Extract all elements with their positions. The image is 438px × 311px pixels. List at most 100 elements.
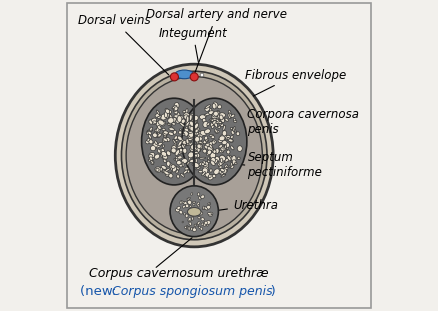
Ellipse shape [203, 206, 205, 210]
Text: Fibrous envelope: Fibrous envelope [245, 68, 346, 96]
Ellipse shape [155, 114, 160, 117]
Ellipse shape [191, 123, 196, 127]
Ellipse shape [232, 160, 236, 165]
Ellipse shape [218, 138, 224, 143]
Ellipse shape [186, 139, 189, 144]
Ellipse shape [187, 125, 191, 129]
Ellipse shape [170, 186, 219, 237]
Ellipse shape [189, 156, 191, 160]
Ellipse shape [159, 149, 163, 153]
Ellipse shape [212, 112, 217, 117]
Ellipse shape [177, 175, 180, 178]
Ellipse shape [158, 125, 161, 130]
Ellipse shape [198, 226, 201, 229]
Ellipse shape [162, 131, 168, 136]
Ellipse shape [208, 175, 211, 178]
Circle shape [170, 73, 178, 81]
Ellipse shape [198, 137, 202, 141]
Ellipse shape [182, 98, 247, 185]
Ellipse shape [176, 170, 179, 173]
Ellipse shape [171, 148, 176, 153]
Ellipse shape [215, 118, 219, 122]
Ellipse shape [212, 114, 217, 119]
Ellipse shape [176, 156, 180, 160]
Ellipse shape [221, 117, 225, 123]
Ellipse shape [188, 123, 191, 129]
Ellipse shape [213, 102, 218, 108]
Ellipse shape [209, 212, 213, 215]
Ellipse shape [211, 157, 215, 163]
Ellipse shape [180, 139, 184, 144]
Ellipse shape [166, 109, 170, 114]
Ellipse shape [226, 165, 228, 167]
Ellipse shape [163, 155, 167, 160]
Ellipse shape [219, 156, 226, 161]
Ellipse shape [173, 139, 176, 144]
Ellipse shape [177, 146, 182, 148]
Ellipse shape [197, 193, 200, 196]
Ellipse shape [174, 115, 180, 118]
Ellipse shape [222, 169, 227, 173]
Ellipse shape [172, 123, 175, 125]
Ellipse shape [174, 158, 176, 160]
Ellipse shape [186, 116, 189, 123]
Ellipse shape [212, 104, 216, 109]
Ellipse shape [184, 113, 190, 117]
Ellipse shape [210, 123, 214, 128]
Ellipse shape [223, 167, 228, 170]
Ellipse shape [185, 214, 188, 218]
Ellipse shape [194, 153, 196, 156]
Ellipse shape [198, 204, 199, 207]
Ellipse shape [190, 121, 194, 126]
Ellipse shape [231, 114, 235, 118]
Ellipse shape [209, 144, 212, 148]
Ellipse shape [180, 129, 182, 131]
Ellipse shape [212, 117, 216, 121]
Ellipse shape [156, 127, 159, 132]
Ellipse shape [215, 130, 219, 133]
Ellipse shape [228, 113, 231, 118]
Ellipse shape [232, 156, 236, 162]
Ellipse shape [154, 147, 156, 149]
Ellipse shape [168, 162, 173, 167]
Circle shape [200, 73, 204, 77]
Ellipse shape [184, 226, 187, 229]
Ellipse shape [200, 227, 203, 230]
Ellipse shape [197, 142, 201, 146]
Ellipse shape [206, 205, 210, 209]
Ellipse shape [205, 140, 208, 142]
Ellipse shape [213, 156, 215, 158]
Ellipse shape [205, 143, 210, 147]
Ellipse shape [161, 152, 163, 157]
Ellipse shape [182, 221, 184, 223]
Ellipse shape [198, 197, 201, 200]
Ellipse shape [213, 156, 215, 158]
Ellipse shape [149, 120, 153, 124]
Text: Septum
pectiniforme: Septum pectiniforme [198, 146, 322, 179]
Ellipse shape [178, 141, 182, 146]
Ellipse shape [179, 211, 183, 214]
Ellipse shape [170, 148, 174, 153]
Ellipse shape [168, 132, 173, 135]
Circle shape [190, 73, 198, 81]
Ellipse shape [149, 157, 153, 160]
Ellipse shape [211, 136, 215, 139]
Ellipse shape [168, 173, 171, 177]
Ellipse shape [236, 132, 240, 136]
Ellipse shape [221, 149, 224, 152]
Ellipse shape [211, 118, 213, 122]
Ellipse shape [186, 225, 188, 230]
Ellipse shape [196, 122, 198, 126]
Ellipse shape [174, 109, 178, 114]
Ellipse shape [192, 129, 195, 133]
Ellipse shape [147, 130, 153, 132]
Ellipse shape [198, 149, 201, 151]
Ellipse shape [219, 150, 223, 153]
Ellipse shape [212, 114, 218, 116]
Ellipse shape [191, 133, 197, 139]
Ellipse shape [191, 119, 196, 122]
Ellipse shape [208, 111, 215, 115]
Ellipse shape [162, 145, 165, 147]
Ellipse shape [204, 221, 208, 225]
Ellipse shape [155, 167, 161, 172]
